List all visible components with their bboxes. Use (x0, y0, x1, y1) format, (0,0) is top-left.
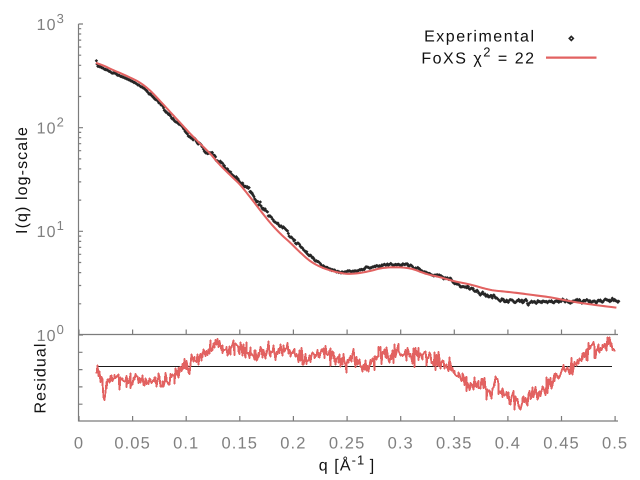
svg-text:0.2: 0.2 (280, 435, 306, 453)
svg-text:0.3: 0.3 (388, 435, 414, 453)
svg-text:0.15: 0.15 (222, 435, 259, 453)
svg-text:0.45: 0.45 (543, 435, 580, 453)
svg-text:0.1: 0.1 (173, 435, 199, 453)
svg-text:Experimental: Experimental (424, 29, 535, 46)
svg-text:I(q) log-scale: I(q) log-scale (14, 126, 31, 234)
svg-text:0: 0 (74, 435, 84, 453)
svg-text:FoXS χ2 = 22: FoXS χ2 = 22 (421, 45, 535, 68)
svg-text:0.25: 0.25 (329, 435, 366, 453)
svg-text:0.5: 0.5 (602, 435, 628, 453)
svg-text:Residual: Residual (33, 342, 50, 413)
svg-text:0.05: 0.05 (114, 435, 151, 453)
svg-text:0.4: 0.4 (495, 435, 521, 453)
svg-text:0.35: 0.35 (436, 435, 473, 453)
